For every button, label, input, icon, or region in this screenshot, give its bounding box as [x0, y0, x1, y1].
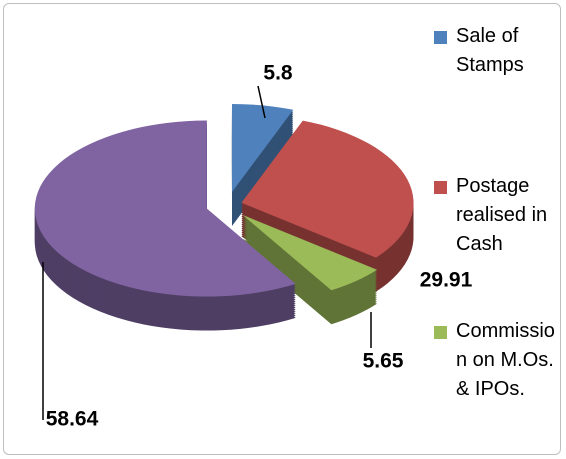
- slice: [231, 104, 294, 193]
- slice: [241, 120, 414, 258]
- legend-label: Sale of Stamps: [456, 25, 524, 76]
- chart-border: [3, 3, 561, 455]
- legend-item: Commission on M.Os. & IPOs.: [434, 317, 559, 404]
- legend-swatch: [434, 181, 447, 194]
- legend-item: Sale of Stamps: [434, 22, 559, 80]
- data-label: 58.64: [46, 408, 99, 431]
- data-label: 5.65: [363, 350, 404, 373]
- legend-item: Postage realised in Cash: [434, 172, 559, 259]
- legend-label: Commission on M.Os. & IPOs.: [456, 320, 555, 400]
- data-label: 29.91: [420, 269, 473, 292]
- slice: [242, 214, 378, 291]
- data-label: 5.8: [263, 62, 293, 85]
- legend-swatch: [434, 326, 447, 339]
- legend-swatch: [434, 31, 447, 44]
- legend-label: Postage realised in Cash: [456, 175, 548, 255]
- slice: [34, 120, 296, 297]
- leader-line: [257, 85, 266, 119]
